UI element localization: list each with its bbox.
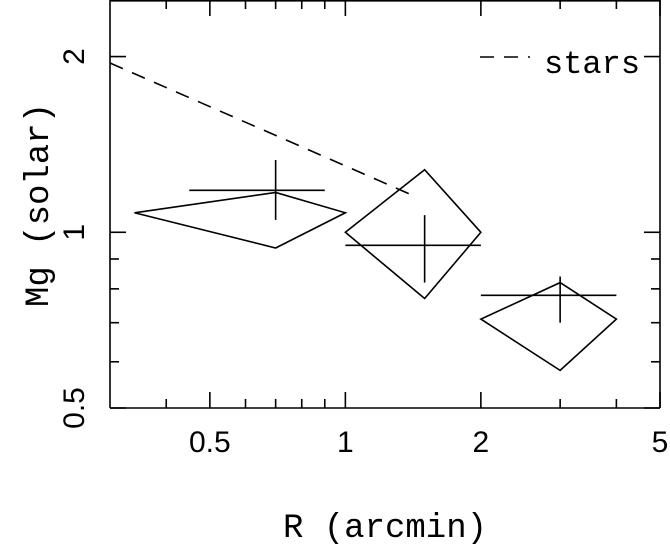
y-tick-label: 2 [58,48,91,65]
tick-labels-group: 0.5 1 2 5 0.5 1 2 [58,48,668,459]
series-group [109,62,412,196]
error-bars-group [189,159,617,323]
x-axis-label: R (arcmin) [283,510,487,548]
y-tick-label: 0.5 [58,387,91,429]
plot-frame-group [109,0,661,409]
x-tick-label: 2 [473,426,490,459]
error-point-2 [345,215,481,283]
x-tick-label: 1 [337,426,354,459]
x-tick-label: 0.5 [189,426,231,459]
x-tick-label: 5 [652,426,669,459]
y-axis-label: Mg (solar) [21,103,59,307]
series-line-stars [109,62,412,196]
y-tick-label: 1 [58,224,91,241]
legend-label-stars: stars [544,46,640,83]
tick-marks-group [110,0,661,409]
error-point-3 [480,276,617,323]
error-point-1 [189,159,325,220]
diamond-1 [134,191,348,249]
legend: stars [480,46,640,83]
diamonds-group [134,168,618,372]
diamond-2 [344,168,482,300]
